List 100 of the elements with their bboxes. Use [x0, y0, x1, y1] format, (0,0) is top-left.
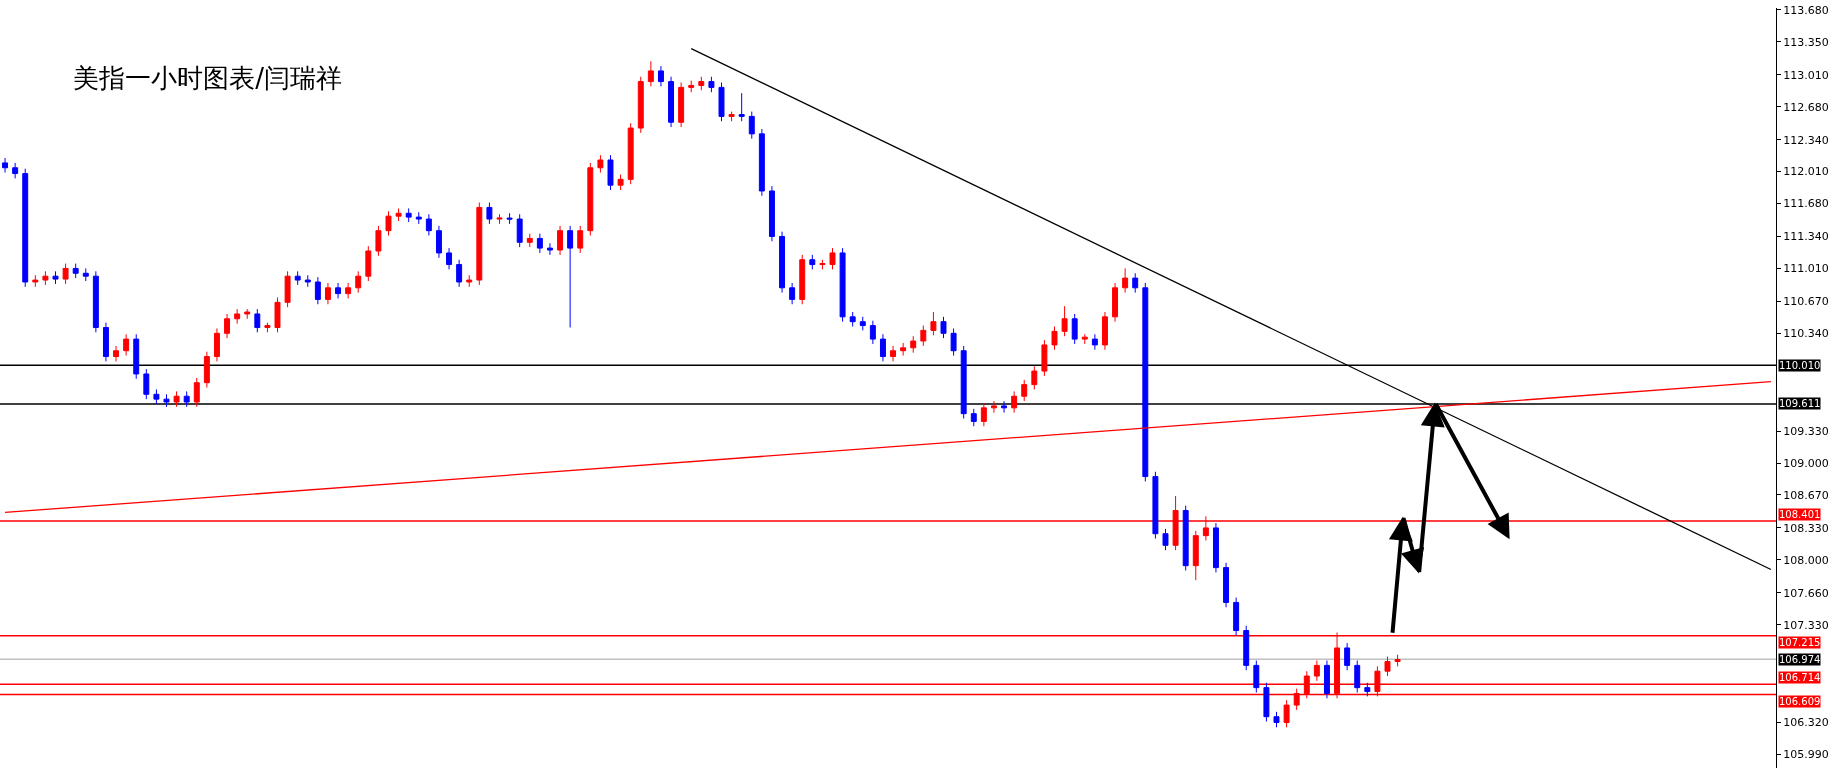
- candlestick: [869, 320, 876, 345]
- candlestick: [859, 316, 866, 331]
- candlestick: [72, 263, 79, 279]
- y-tick-label: 105.990: [1783, 748, 1829, 762]
- y-tick-label: 111.340: [1783, 230, 1829, 244]
- candlestick: [779, 231, 786, 294]
- candlestick: [153, 388, 160, 405]
- candlestick: [284, 270, 291, 308]
- candlestick: [335, 282, 342, 299]
- candlestick: [910, 335, 917, 354]
- candlestick: [849, 311, 856, 328]
- candlestick: [506, 212, 513, 225]
- candlestick: [960, 345, 967, 419]
- candlestick: [435, 225, 442, 259]
- candlestick: [1253, 660, 1260, 693]
- candlestick: [970, 408, 977, 427]
- candlestick: [930, 311, 937, 336]
- candlestick: [1212, 522, 1219, 573]
- candlestick: [466, 274, 473, 288]
- candlestick: [1394, 654, 1401, 667]
- candlestick: [405, 207, 412, 223]
- candlestick: [1091, 333, 1098, 351]
- candlestick: [183, 390, 190, 408]
- y-tick-label: 113.680: [1783, 3, 1829, 17]
- candlestick: [536, 233, 543, 254]
- candlestick: [203, 351, 210, 389]
- candlestick: [456, 259, 463, 288]
- candlestick: [809, 254, 816, 270]
- candlestick: [990, 400, 997, 414]
- candlestick: [1021, 379, 1028, 402]
- y-tick-label: 108.330: [1783, 521, 1829, 535]
- candlestick: [1041, 339, 1048, 377]
- y-tick-label: 109.330: [1783, 424, 1829, 438]
- candlestick: [102, 322, 109, 362]
- candlestick: [274, 296, 281, 333]
- candlestick: [82, 267, 89, 282]
- ref-line-label: 106.974: [1779, 654, 1821, 665]
- candlestick: [879, 333, 886, 362]
- candlestick: [123, 333, 130, 357]
- candlestick: [365, 245, 372, 282]
- candlestick: [324, 282, 331, 305]
- candlestick: [1142, 282, 1149, 482]
- ref-line-label: 106.609: [1779, 696, 1821, 707]
- candlestick: [890, 345, 897, 362]
- candlestick: [1313, 660, 1320, 682]
- candlestick: [607, 154, 614, 191]
- candlestick: [476, 202, 483, 286]
- candlestick: [657, 65, 664, 87]
- candlestick: [1132, 272, 1139, 294]
- candlestick: [1283, 699, 1290, 728]
- y-tick-label: 112.010: [1783, 165, 1829, 179]
- y-tick-label: 107.330: [1783, 618, 1829, 632]
- candlestick: [1233, 597, 1240, 636]
- candlestick: [617, 174, 624, 191]
- y-tick-label: 112.680: [1783, 100, 1829, 114]
- candlestick: [920, 325, 927, 347]
- candlestick: [688, 80, 695, 93]
- candlestick: [678, 82, 685, 128]
- y-tick-label: 107.660: [1783, 586, 1829, 600]
- candlestick: [224, 313, 231, 339]
- candlestick: [758, 128, 765, 197]
- candlestick: [647, 60, 654, 87]
- candlestick: [52, 270, 59, 285]
- candlestick: [718, 82, 725, 122]
- candlestick: [92, 270, 99, 333]
- ref-line-label: 108.401: [1779, 509, 1821, 520]
- candlestick: [1364, 682, 1371, 697]
- candlestick: [385, 210, 392, 237]
- candlestick: [113, 345, 120, 362]
- candlestick: [234, 308, 241, 325]
- candlestick: [163, 393, 170, 408]
- ref-line-label: 109.611: [1779, 398, 1821, 409]
- candlestick: [1101, 311, 1108, 351]
- candlestick: [1223, 562, 1230, 608]
- candlestick: [345, 282, 352, 299]
- candlestick: [496, 213, 503, 225]
- candlestick: [1354, 660, 1361, 693]
- y-tick-label: 112.340: [1783, 133, 1829, 147]
- candlestick: [355, 270, 362, 294]
- candlestick: [2, 157, 9, 174]
- candlestick: [627, 122, 634, 185]
- candlestick: [1344, 642, 1351, 671]
- y-tick-label: 111.010: [1783, 262, 1829, 276]
- candlestick: [395, 207, 402, 222]
- ref-line-label: 110.010: [1779, 360, 1821, 371]
- candlestick: [637, 76, 644, 134]
- candlestick: [1061, 305, 1068, 337]
- candlestick: [1384, 656, 1391, 677]
- candlestick: [254, 308, 261, 333]
- candlestick: [12, 162, 19, 179]
- candlestick: [314, 276, 321, 305]
- y-tick-label: 113.010: [1783, 68, 1829, 82]
- candlestick: [980, 402, 987, 427]
- candlestick: [900, 342, 907, 357]
- candlestick: [516, 213, 523, 248]
- candlestick: [446, 247, 453, 270]
- candlestick: [244, 308, 251, 320]
- candlestick: [375, 225, 382, 257]
- candlestick: [1162, 528, 1169, 551]
- candlestick: [829, 247, 836, 270]
